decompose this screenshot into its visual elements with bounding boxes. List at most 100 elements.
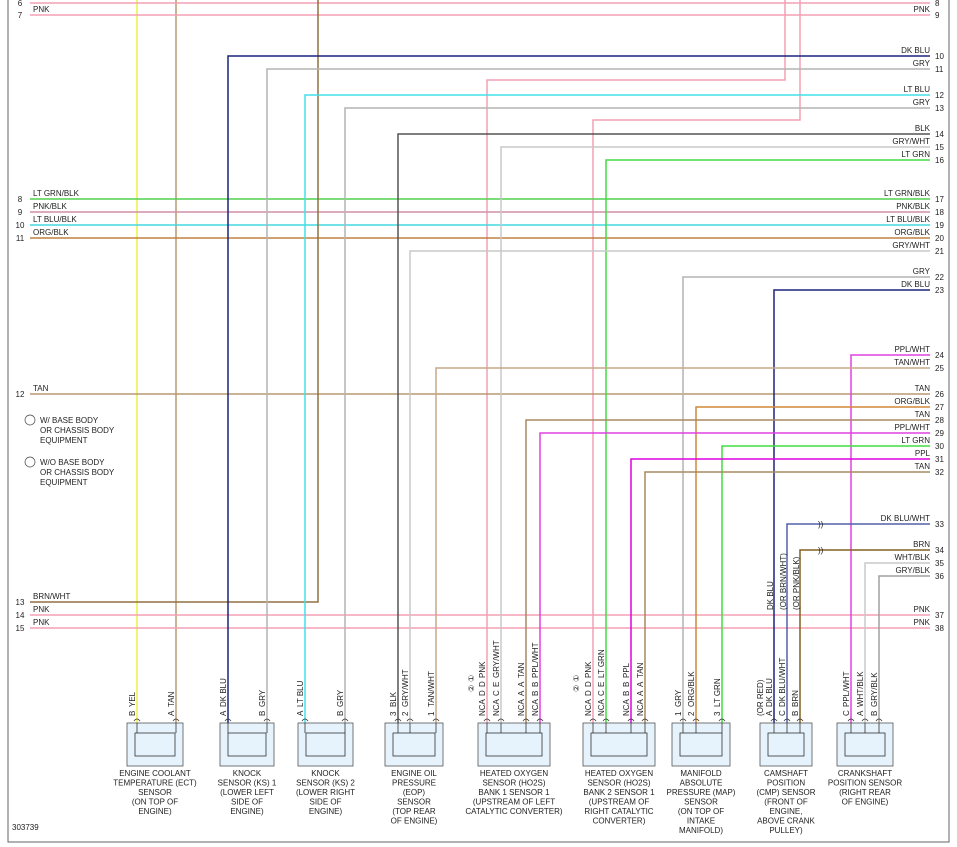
component-label: BANK 1 SENSOR 1 xyxy=(478,788,550,797)
component-label: (ON TOP OF xyxy=(132,798,178,807)
pin-terminal xyxy=(263,718,271,722)
wire xyxy=(304,94,930,723)
wire xyxy=(266,68,930,723)
component-label: HEATED OXYGEN xyxy=(585,769,654,778)
pin-nca: NCA xyxy=(636,698,645,716)
pin-terminal xyxy=(224,718,232,722)
pin-terminal xyxy=(875,718,883,722)
variant-mark: ② xyxy=(467,685,476,692)
component-label: (RIGHT REAR xyxy=(839,788,891,797)
wire-pin: 8 xyxy=(18,195,23,204)
wire-pin: 22 xyxy=(935,273,944,282)
component-label: MANIFOLD xyxy=(680,769,722,778)
pin-terminal xyxy=(718,718,726,722)
wire-label: LT BLU xyxy=(904,85,931,94)
pin-terminal xyxy=(770,718,778,722)
pin-id: A xyxy=(167,710,176,716)
wire-label: ORG/BLK xyxy=(894,397,930,406)
pin-id: A xyxy=(636,681,645,687)
wire xyxy=(721,445,930,723)
wire xyxy=(435,367,930,723)
wire-pin: 15 xyxy=(935,143,944,152)
variant-mark: ② xyxy=(572,685,581,692)
wire-label: DK BLU xyxy=(901,46,930,55)
component-label: ENGINE COOLANT xyxy=(119,769,191,778)
pin-terminal xyxy=(341,718,349,722)
pin-wire: YEL xyxy=(128,691,137,707)
component-label: INTAKE xyxy=(687,817,715,826)
wire-label: PNK xyxy=(33,0,50,2)
wire xyxy=(864,562,930,723)
pin-wire: GRY xyxy=(336,689,345,707)
pin-wire: PPL/WHT xyxy=(842,671,851,707)
wire xyxy=(786,523,930,723)
wire xyxy=(605,159,930,723)
wire-pin: 9 xyxy=(935,11,940,20)
note-text: W/O BASE BODY xyxy=(40,458,105,467)
pin-terminal xyxy=(627,718,635,722)
pin-wire: TAN/WHT xyxy=(427,671,436,707)
note-text: W/ BASE BODY xyxy=(40,416,99,425)
component-label: ENGINE OIL xyxy=(391,769,437,778)
wire xyxy=(539,432,930,723)
wire xyxy=(30,0,319,603)
wire-pin: 14 xyxy=(935,130,944,139)
component-label: BANK 2 SENSOR 1 xyxy=(583,788,655,797)
wire-label: GRY xyxy=(913,267,931,276)
pin-terminal xyxy=(536,718,544,722)
wire xyxy=(397,133,930,723)
wire-label: BRN/WHT xyxy=(33,592,70,601)
wire-pin: 21 xyxy=(935,247,944,256)
pin-terminal xyxy=(602,718,610,722)
wire-label: PNK xyxy=(914,0,931,2)
connector-body xyxy=(384,722,444,767)
note-text: EQUIPMENT xyxy=(40,478,88,487)
pin-wire: GRY/WHT xyxy=(492,640,501,678)
component-label: OF ENGINE) xyxy=(842,798,889,807)
component-label: KNOCK xyxy=(233,769,262,778)
wires: 6 PNK 7 PNK 8 LT GRN/BLK 9 PNK/BLK 10 LT BLU/BLK 1… xyxy=(16,0,944,723)
component-label: RIGHT CATALYTIC xyxy=(584,807,653,816)
component-label: (ON TOP OF xyxy=(678,807,724,816)
pin-terminal xyxy=(861,718,869,722)
pin-id: A xyxy=(517,681,526,687)
pin-nca: NCA xyxy=(517,698,526,716)
pin-terminal xyxy=(796,718,804,722)
component-label: (LOWER RIGHT xyxy=(296,788,355,797)
sensor-element xyxy=(227,732,267,757)
note-text: EQUIPMENT xyxy=(40,436,88,445)
component-label: HEATED OXYGEN xyxy=(480,769,549,778)
pin-id: D xyxy=(478,681,487,687)
pin-id: B xyxy=(622,682,631,687)
pin-wire: GRY xyxy=(674,689,683,707)
pin-wire: GRY/BLK xyxy=(870,672,879,707)
pin-wire: PPL xyxy=(622,662,631,678)
wire-label: PPL xyxy=(915,449,931,458)
component-label: PRESSURE xyxy=(392,779,436,788)
wire-pin: 13 xyxy=(16,598,25,607)
wire-label: DK BLU xyxy=(901,280,930,289)
wire xyxy=(682,276,930,723)
variant-mark: ① xyxy=(572,675,581,682)
wire-pin: 27 xyxy=(935,403,944,412)
wire-pin: 24 xyxy=(935,351,944,360)
pin-nca: NCA xyxy=(597,698,606,716)
wire-label: LT BLU/BLK xyxy=(886,215,930,224)
wire-label: PPL/WHT xyxy=(894,345,930,354)
pin-wire: PNK xyxy=(584,661,593,678)
wire xyxy=(799,549,930,723)
pin-id: A xyxy=(636,690,645,696)
pin-wire: ORG/BLK xyxy=(687,671,696,707)
pin-terminal xyxy=(641,718,649,722)
component-label: SIDE OF xyxy=(231,798,263,807)
pin-nca: NCA xyxy=(584,698,593,716)
wire-pin: 28 xyxy=(935,416,944,425)
wire-pin: 15 xyxy=(16,624,25,633)
wire-label: LT GRN xyxy=(901,436,930,445)
component-label: SENSOR (KS) 1 xyxy=(218,779,277,788)
component-label: POSITION xyxy=(767,779,805,788)
pin-id: B xyxy=(870,711,879,716)
wire xyxy=(773,289,930,723)
component-label: SENSOR xyxy=(397,798,431,807)
